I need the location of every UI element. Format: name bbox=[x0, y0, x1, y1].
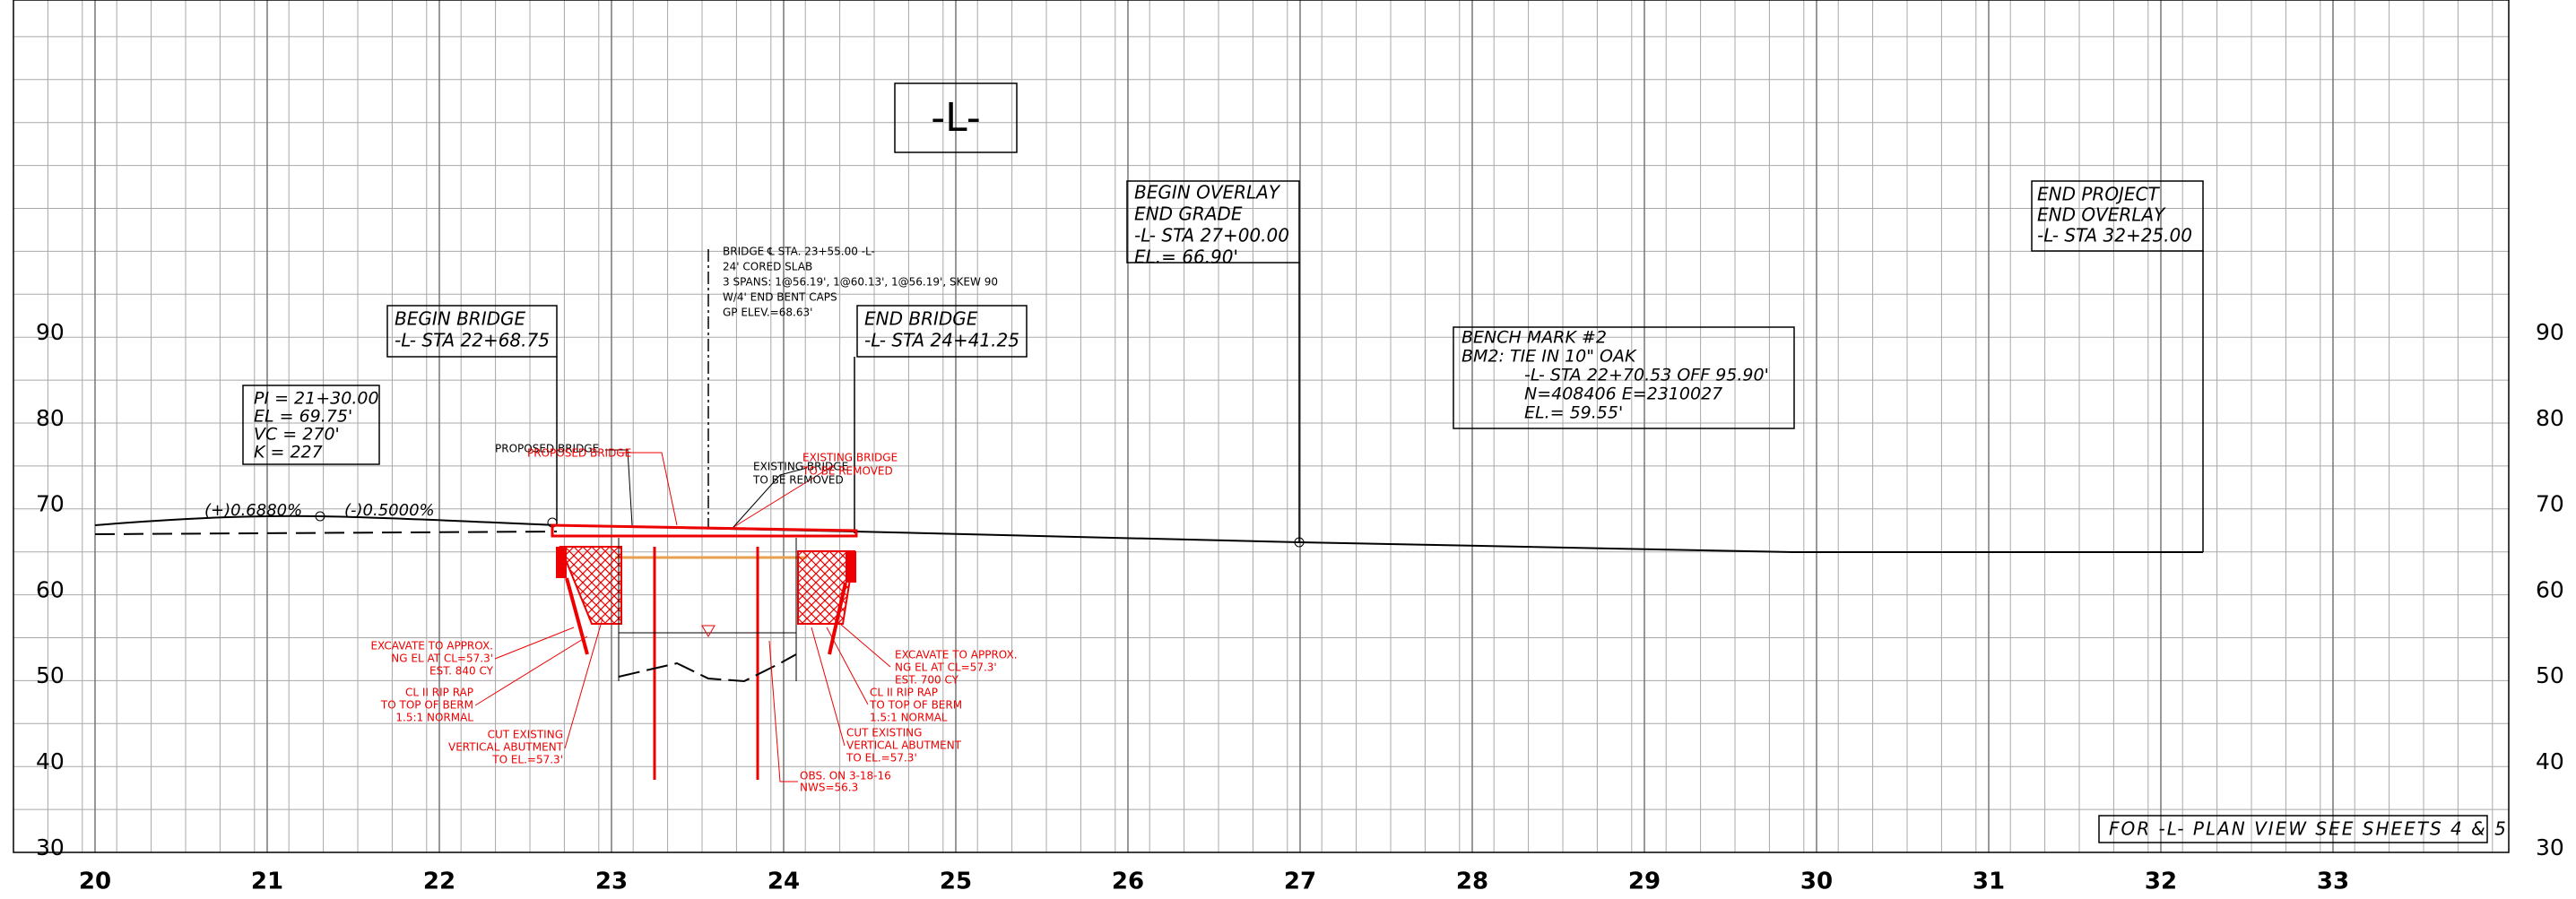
elevation-label: 90 bbox=[2536, 319, 2564, 345]
note: 1.5:1 NORMAL bbox=[870, 712, 948, 724]
begin-overlay: -L- STA 27+00.00 bbox=[1134, 225, 1289, 246]
bench-mark: EL.= 59.55' bbox=[1524, 403, 1623, 423]
station-label: 20 bbox=[79, 869, 111, 895]
frame bbox=[13, 0, 2509, 852]
elevation-label: 70 bbox=[2536, 491, 2564, 517]
begin-overlay: EL.= 66.90' bbox=[1134, 246, 1238, 268]
station-label: 32 bbox=[2145, 869, 2177, 895]
bench-mark: BENCH MARK #2 bbox=[1461, 328, 1607, 348]
station-label: 28 bbox=[1456, 869, 1488, 895]
station-label: 27 bbox=[1284, 869, 1316, 895]
note: TO TOP OF BERM bbox=[869, 699, 962, 712]
bridge bbox=[552, 525, 856, 780]
note: EST. 700 CY bbox=[895, 674, 959, 687]
bridge-note: BRIDGE ℄ STA. 23+55.00 -L- bbox=[723, 246, 875, 258]
end-project: -L- STA 32+25.00 bbox=[2037, 225, 2192, 246]
elevation-label: 70 bbox=[36, 491, 65, 517]
station-label: 29 bbox=[1628, 869, 1661, 895]
existing-bridge: TO BE REMOVED bbox=[802, 465, 893, 478]
begin-overlay: BEGIN OVERLAY bbox=[1134, 182, 1281, 203]
station-label: 24 bbox=[768, 869, 800, 895]
existing-ground bbox=[95, 532, 557, 534]
profile-sheet: 20 21 22 23 24 25 26 27 28 29 30 31 32 33 90 80 70 60 50 40… bbox=[0, 0, 2576, 899]
pi-data: PI = 21+30.00 bbox=[254, 389, 379, 409]
elevation-label: 40 bbox=[36, 748, 65, 774]
note: TO EL.=57.3' bbox=[491, 754, 563, 766]
grade: (-)0.5000% bbox=[344, 501, 435, 520]
note: CUT EXISTING bbox=[488, 729, 563, 741]
station-label: 25 bbox=[940, 869, 972, 895]
bridge-note: 3 SPANS: 1@56.19', 1@60.13', 1@56.19', S… bbox=[723, 276, 998, 289]
elevation-label: 50 bbox=[2536, 662, 2564, 688]
note: OBS. ON 3-18-16 bbox=[800, 770, 891, 782]
begin-bridge: BEGIN BRIDGE bbox=[395, 308, 525, 330]
station-label: 22 bbox=[423, 869, 455, 895]
station-label: 31 bbox=[1973, 869, 2005, 895]
grid bbox=[13, 0, 2509, 852]
grade: (+)0.6880% bbox=[204, 501, 302, 520]
note: TO EL.=57.3' bbox=[846, 752, 917, 765]
station-label: 33 bbox=[2317, 869, 2349, 895]
elevation-label: 60 bbox=[36, 576, 65, 602]
existing-bridge: EXISTING BRIDGE bbox=[802, 452, 898, 464]
station-label: 21 bbox=[251, 869, 283, 895]
elevation-label: 40 bbox=[2536, 748, 2564, 774]
bench-mark: BM2: TIE IN 10" OAK bbox=[1461, 347, 1637, 367]
elevation-label: 30 bbox=[36, 834, 65, 860]
note: CUT EXISTING bbox=[846, 727, 922, 739]
elevation-label: 50 bbox=[36, 662, 65, 688]
note: VERTICAL ABUTMENT bbox=[846, 739, 962, 752]
note: NG EL AT CL=57.3' bbox=[895, 661, 997, 674]
bridge-note: 24' CORED SLAB bbox=[723, 261, 812, 273]
begin-bridge: -L- STA 22+68.75 bbox=[395, 330, 550, 351]
plan-view-note: FOR -L- PLAN VIEW SEE SHEETS 4 & 5 bbox=[2109, 818, 2508, 840]
proposed-grade bbox=[95, 516, 2203, 552]
bridge-note: W/4' END BENT CAPS bbox=[723, 291, 837, 304]
note: CL II RIP RAP bbox=[870, 687, 938, 699]
pi-data: VC = 270' bbox=[254, 425, 340, 445]
title-box-text: -L- bbox=[931, 95, 981, 141]
note: VERTICAL ABUTMENT bbox=[448, 741, 564, 754]
note: NG EL AT CL=57.3' bbox=[391, 653, 493, 665]
note: NWS=56.3 bbox=[800, 782, 858, 794]
note: TO TOP OF BERM bbox=[380, 699, 473, 712]
elevation-label: 80 bbox=[36, 405, 65, 431]
end-project: END OVERLAY bbox=[2037, 204, 2166, 226]
pi-data: EL = 69.75' bbox=[254, 407, 352, 427]
bench-mark: N=408406 E=2310027 bbox=[1524, 385, 1722, 404]
bench-mark: -L- STA 22+70.53 OFF 95.90' bbox=[1524, 366, 1769, 385]
end-project: END PROJECT bbox=[2037, 184, 2161, 205]
note: EST. 840 CY bbox=[429, 665, 494, 678]
elevation-label: 30 bbox=[2536, 834, 2564, 860]
pi-data: K = 227 bbox=[254, 443, 323, 462]
station-label: 23 bbox=[595, 869, 628, 895]
elevation-label: 80 bbox=[2536, 405, 2564, 431]
note: CL II RIP RAP bbox=[405, 687, 473, 699]
elevation-label: 90 bbox=[36, 319, 65, 345]
end-bridge: END BRIDGE bbox=[864, 308, 978, 330]
station-label: 30 bbox=[1800, 869, 1833, 895]
note: 1.5:1 NORMAL bbox=[395, 712, 473, 724]
note: EXCAVATE TO APPROX. bbox=[370, 640, 493, 653]
begin-overlay: END GRADE bbox=[1134, 203, 1243, 225]
end-bridge: -L- STA 24+41.25 bbox=[864, 330, 1019, 351]
elevation-label: 60 bbox=[2536, 576, 2564, 602]
station-label: 26 bbox=[1112, 869, 1144, 895]
note: EXCAVATE TO APPROX. bbox=[895, 649, 1018, 661]
bridge-note: GP ELEV.=68.63' bbox=[723, 307, 812, 319]
proposed-bridge: PROPOSED BRIDGE bbox=[527, 447, 631, 460]
